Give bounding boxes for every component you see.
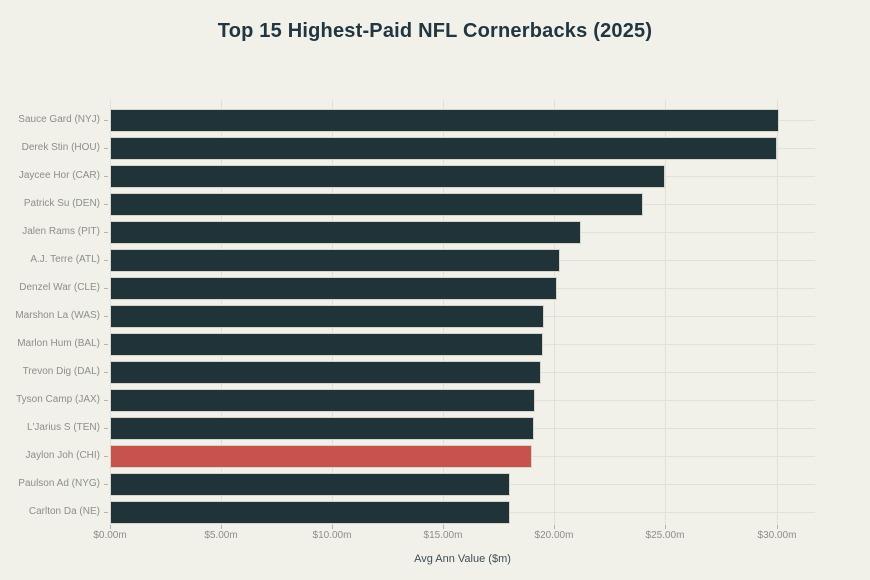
bar-highlighted — [110, 444, 532, 468]
x-tick-label: $10.00m — [312, 530, 352, 541]
y-tick-mark — [104, 344, 108, 345]
bar — [110, 388, 535, 412]
x-tick-label: $0.00m — [93, 530, 127, 541]
x-tick-mark — [665, 525, 666, 529]
x-axis-title: Avg Ann Value ($m) — [414, 553, 511, 565]
vertical-gridline — [665, 100, 666, 527]
vertical-gridline — [777, 100, 778, 527]
y-axis-label: L'Jarius S (TEN) — [26, 422, 100, 433]
bar — [110, 108, 779, 132]
y-tick-mark — [104, 316, 108, 317]
x-tick-label: $25.00m — [645, 530, 685, 541]
bar — [110, 136, 777, 160]
y-tick-mark — [104, 428, 108, 429]
vertical-gridline — [554, 100, 555, 527]
bar — [110, 304, 544, 328]
y-axis-label: Jaycee Hor (CAR) — [18, 170, 100, 181]
x-tick-mark — [777, 525, 778, 529]
chart-title: Top 15 Highest-Paid NFL Cornerbacks (202… — [217, 20, 653, 42]
y-tick-mark — [104, 400, 108, 401]
y-tick-mark — [104, 120, 108, 121]
x-tick-label: $30.00m — [757, 530, 797, 541]
y-axis-label: A.J. Terre (ATL) — [30, 254, 100, 265]
x-tick-label: $15.00m — [423, 530, 463, 541]
y-axis-label: Marlon Hum (BAL) — [17, 338, 100, 349]
x-tick-mark — [443, 525, 444, 529]
bar — [110, 500, 510, 524]
bar — [110, 192, 643, 216]
y-axis-label: Tyson Camp (JAX) — [16, 394, 100, 405]
y-axis-label: Carlton Da (NE) — [28, 506, 100, 517]
x-tick-mark — [332, 525, 333, 529]
bar — [110, 416, 534, 440]
bar — [110, 332, 543, 356]
y-tick-mark — [104, 232, 108, 233]
bar — [110, 164, 665, 188]
y-axis-label: Denzel War (CLE) — [19, 282, 100, 293]
x-tick-mark — [110, 525, 111, 529]
x-tick-mark — [554, 525, 555, 529]
y-tick-mark — [104, 484, 108, 485]
y-axis-label: Paulson Ad (NYG) — [18, 478, 100, 489]
x-tick-label: $5.00m — [204, 530, 238, 541]
bar — [110, 248, 560, 272]
y-tick-mark — [104, 148, 108, 149]
y-tick-mark — [104, 260, 108, 261]
y-tick-mark — [104, 288, 108, 289]
bar — [110, 360, 541, 384]
plot-area — [110, 100, 815, 527]
y-tick-mark — [104, 456, 108, 457]
x-tick-mark — [221, 525, 222, 529]
bar — [110, 472, 510, 496]
y-tick-mark — [104, 372, 108, 373]
y-axis-label: Jaylon Joh (CHI) — [25, 450, 100, 461]
y-axis-label: Patrick Su (DEN) — [23, 198, 100, 209]
y-tick-mark — [104, 204, 108, 205]
y-axis-label: Derek Stin (HOU) — [21, 142, 100, 153]
y-axis-label: Sauce Gard (NYJ) — [18, 114, 100, 125]
y-axis-label: Jalen Rams (PIT) — [22, 226, 100, 237]
x-tick-label: $20.00m — [534, 530, 574, 541]
y-tick-mark — [104, 176, 108, 177]
bar — [110, 276, 557, 300]
y-tick-mark — [104, 512, 108, 513]
y-axis-label: Trevon Dig (DAL) — [22, 366, 100, 377]
y-axis-label: Marshon La (WAS) — [15, 310, 100, 321]
bar — [110, 220, 581, 244]
